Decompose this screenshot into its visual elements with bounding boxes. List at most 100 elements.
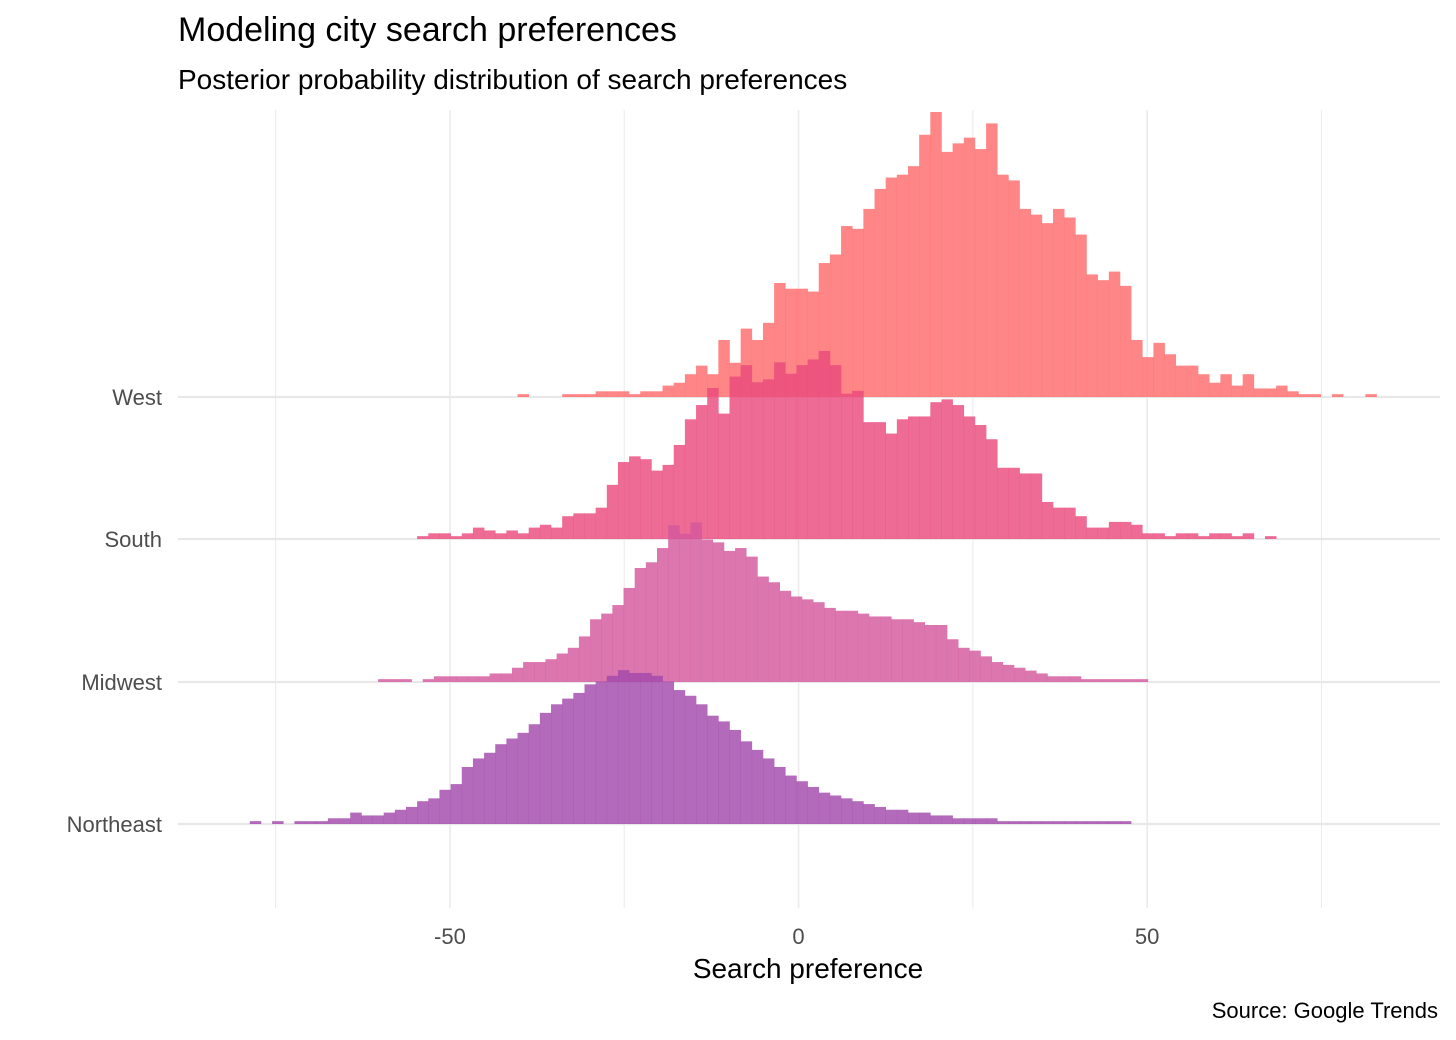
histogram-bar <box>1153 533 1165 539</box>
histogram-bar <box>1153 342 1165 397</box>
histogram-bar <box>807 291 820 397</box>
histogram-bar <box>824 607 836 682</box>
histogram-bar <box>489 673 502 682</box>
histogram-bar <box>316 821 329 824</box>
histogram-bar <box>1030 473 1043 539</box>
histogram-bar <box>751 749 764 824</box>
histogram-bar <box>919 134 931 398</box>
histogram-bar <box>924 625 937 682</box>
histogram-bar <box>1298 394 1310 397</box>
histogram-bar <box>1164 354 1177 397</box>
histogram-bar <box>1114 679 1126 682</box>
histogram-bar <box>790 596 803 682</box>
histogram-bar <box>1053 208 1065 397</box>
histogram-bar <box>908 166 920 397</box>
histogram-bar <box>902 619 914 682</box>
histogram-bar <box>707 715 719 824</box>
histogram-bar <box>617 670 630 824</box>
histogram-bar <box>963 818 976 824</box>
histogram-bar <box>896 419 909 539</box>
histogram-bar <box>539 524 552 539</box>
histogram-bar <box>829 365 842 539</box>
histogram-bar <box>606 391 619 397</box>
histogram-bar <box>796 288 808 397</box>
histogram-bar <box>941 815 953 824</box>
histogram-bar <box>785 288 797 397</box>
histogram-bar <box>1287 391 1299 397</box>
histogram-bar <box>969 650 981 682</box>
histogram-bar <box>389 679 401 682</box>
histogram-bar <box>1064 217 1076 397</box>
histogram-bar <box>534 662 546 682</box>
histogram-bar <box>1019 208 1032 397</box>
histogram-bar <box>986 123 998 398</box>
histogram-bar <box>941 399 953 539</box>
histogram-bar <box>484 752 496 824</box>
histogram-bar <box>1136 679 1149 682</box>
histogram-bar <box>963 416 976 539</box>
histogram-bar <box>757 576 769 682</box>
histogram-bar <box>495 744 507 824</box>
histogram-bar <box>439 789 451 824</box>
histogram-bar <box>835 610 847 682</box>
histogram-bar <box>829 254 842 397</box>
histogram-bar <box>1108 521 1121 539</box>
histogram-bar <box>528 527 541 539</box>
histogram-bar <box>796 365 808 539</box>
histogram-bar <box>1075 234 1087 397</box>
histogram-bar <box>852 390 864 539</box>
histogram-bar <box>445 676 457 682</box>
x-tick-label: 50 <box>1135 924 1159 949</box>
histogram-bar <box>952 143 965 397</box>
histogram-bar <box>841 393 853 539</box>
histogram-bar <box>919 416 931 539</box>
histogram-bar <box>1086 274 1098 397</box>
histogram-bar <box>818 792 831 824</box>
histogram-bar <box>774 767 786 824</box>
histogram-bar <box>405 806 418 824</box>
histogram-bar <box>394 809 407 824</box>
histogram-bar <box>986 818 998 824</box>
histogram-bar <box>885 177 898 397</box>
histogram-bar <box>1186 365 1199 397</box>
histogram-bar <box>1064 821 1076 824</box>
histogram-bar <box>718 413 730 539</box>
histogram-bar <box>701 539 714 682</box>
histogram-bar <box>657 548 669 682</box>
histogram-bar <box>762 758 775 824</box>
y-tick-label-south: South <box>105 527 163 552</box>
histogram-bar <box>1036 673 1048 682</box>
histogram-bar <box>1331 394 1344 397</box>
histogram-bar <box>439 533 451 539</box>
histogram-bar <box>1092 679 1104 682</box>
histogram-bar <box>428 533 440 539</box>
histogram-bar <box>846 610 859 682</box>
histogram-bar <box>573 394 585 397</box>
histogram-bar <box>952 818 965 824</box>
series-west <box>517 112 1377 398</box>
histogram-bar <box>1242 533 1255 539</box>
histogram-bar <box>500 673 513 682</box>
histogram-bar <box>1097 527 1110 539</box>
histogram-bar <box>573 692 585 824</box>
histogram-bar <box>696 704 708 824</box>
histogram-bar <box>729 729 741 824</box>
histogram-bar <box>958 647 970 682</box>
histogram-bar <box>1064 507 1076 539</box>
histogram-bar <box>1041 223 1054 397</box>
histogram-bar <box>908 416 920 539</box>
histogram-bar <box>1264 388 1277 397</box>
histogram-bar <box>595 507 608 539</box>
histogram-bar <box>1142 533 1154 539</box>
histogram-bar <box>941 151 953 397</box>
histogram-bar <box>472 758 485 824</box>
histogram-bar <box>1119 285 1132 397</box>
histogram-bar <box>729 376 741 539</box>
histogram-bar <box>578 636 591 682</box>
histogram-bar <box>1209 533 1221 539</box>
histogram-bar <box>1053 507 1065 539</box>
histogram-bar <box>450 784 463 824</box>
histogram-bar <box>963 137 976 397</box>
histogram-bar <box>863 208 875 397</box>
histogram-bar <box>428 798 440 824</box>
